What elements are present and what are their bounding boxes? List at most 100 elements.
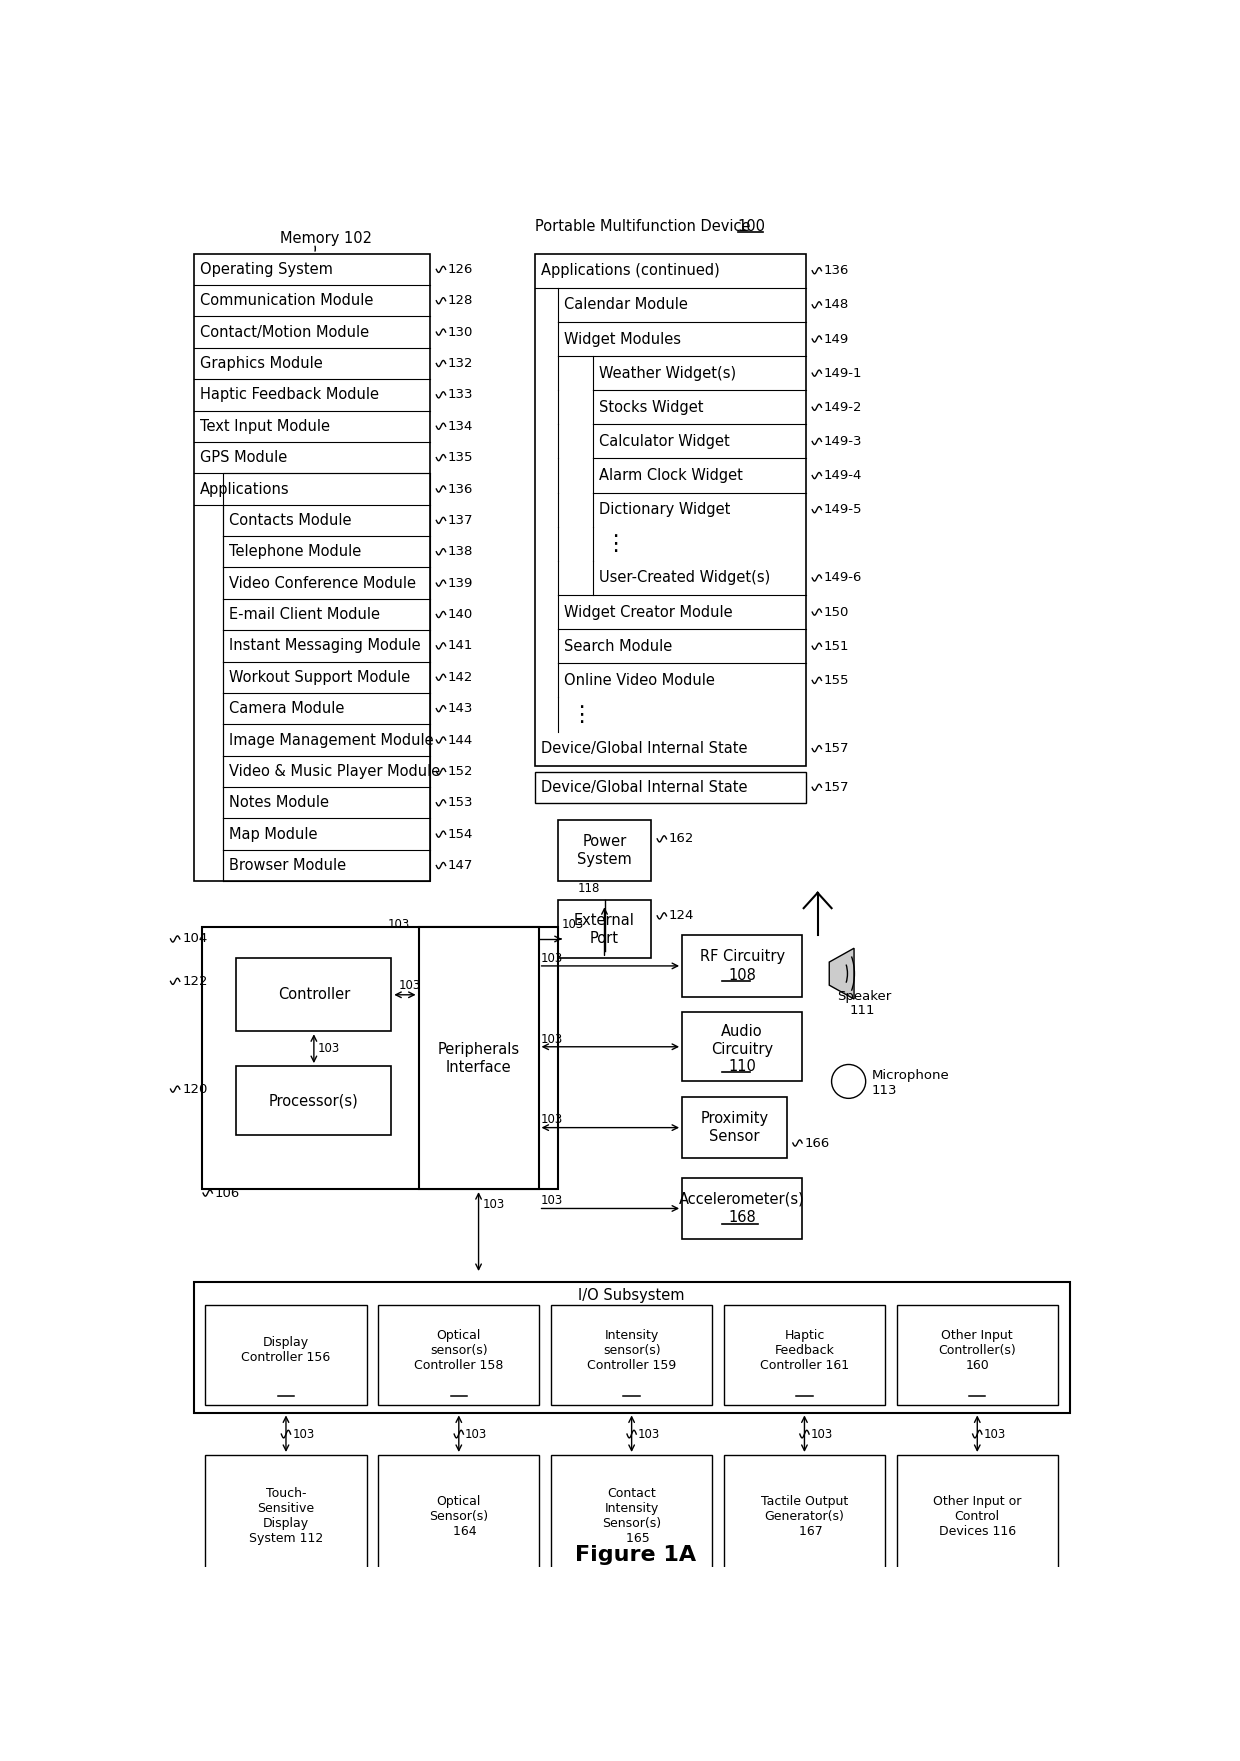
Text: 126: 126 (448, 262, 474, 276)
Text: 103: 103 (293, 1428, 315, 1440)
Bar (897, 1455, 1058, 1594)
Text: Search Module: Search Module (564, 639, 672, 653)
Text: 104: 104 (182, 933, 207, 946)
Bar (558, 819, 651, 880)
Text: 137: 137 (448, 514, 474, 527)
Text: Optical
Sensor(s)
   164: Optical Sensor(s) 164 (429, 1495, 489, 1537)
Text: Weather Widget(s): Weather Widget(s) (599, 366, 737, 380)
Text: Haptic Feedback Module: Haptic Feedback Module (200, 387, 379, 402)
Bar (682, 1097, 786, 1159)
Text: 103: 103 (983, 1428, 1006, 1440)
Text: 108: 108 (728, 967, 756, 983)
Text: Display
Controller 156: Display Controller 156 (242, 1337, 331, 1365)
Text: 154: 154 (448, 828, 474, 840)
Text: 149-4: 149-4 (823, 468, 862, 483)
Text: Circuitry: Circuitry (711, 1041, 773, 1057)
Text: Intensity
sensor(s)
Controller 159: Intensity sensor(s) Controller 159 (587, 1328, 676, 1372)
Text: 122: 122 (182, 976, 207, 988)
Bar (223, 474, 430, 880)
Text: Applications: Applications (200, 481, 290, 497)
Text: Device/Global Internal State: Device/Global Internal State (541, 741, 748, 755)
Text: External
Port: External Port (574, 914, 635, 946)
Bar (682, 1178, 802, 1240)
Text: E-mail Client Module: E-mail Client Module (229, 608, 381, 622)
Text: 132: 132 (448, 357, 474, 370)
Text: Communication Module: Communication Module (200, 294, 373, 308)
Text: 143: 143 (448, 703, 474, 715)
Text: 151: 151 (823, 639, 849, 653)
Text: 103: 103 (482, 1197, 505, 1212)
Text: 110: 110 (728, 1058, 756, 1074)
Bar (237, 1065, 392, 1136)
Text: Notes Module: Notes Module (229, 796, 330, 810)
Text: Contacts Module: Contacts Module (229, 512, 352, 528)
Text: 133: 133 (448, 389, 474, 402)
Text: 141: 141 (448, 639, 474, 652)
Text: Dictionary Widget: Dictionary Widget (599, 502, 730, 518)
Bar (419, 928, 538, 1189)
Text: Calculator Widget: Calculator Widget (599, 433, 730, 449)
Text: 103: 103 (387, 917, 409, 932)
Text: 148: 148 (823, 298, 849, 312)
Text: Telephone Module: Telephone Module (229, 544, 362, 560)
Text: 118: 118 (578, 882, 600, 895)
Text: 103: 103 (541, 1194, 563, 1208)
Text: 140: 140 (448, 608, 474, 622)
Text: 157: 157 (823, 741, 849, 755)
Text: Device/Global Internal State: Device/Global Internal State (541, 780, 748, 794)
Text: Other Input
Controller(s)
160: Other Input Controller(s) 160 (939, 1328, 1016, 1372)
Text: ⋮: ⋮ (569, 704, 591, 724)
Text: 103: 103 (317, 1043, 340, 1055)
Text: 120: 120 (182, 1083, 207, 1095)
Bar (558, 900, 651, 958)
Text: 149-1: 149-1 (823, 366, 862, 380)
Text: 111: 111 (849, 1004, 875, 1018)
Text: Instant Messaging Module: Instant Messaging Module (229, 639, 422, 653)
Text: Widget Modules: Widget Modules (564, 331, 681, 347)
Text: 128: 128 (448, 294, 474, 306)
Bar (193, 254, 430, 880)
Text: Operating System: Operating System (200, 262, 332, 276)
Text: Peripherals
Interface: Peripherals Interface (438, 1043, 520, 1074)
Text: Alarm Clock Widget: Alarm Clock Widget (599, 468, 743, 483)
Text: 103: 103 (637, 1428, 660, 1440)
Text: Haptic
Feedback
Controller 161: Haptic Feedback Controller 161 (760, 1328, 849, 1372)
Text: Memory 102: Memory 102 (279, 231, 372, 247)
Text: 149-2: 149-2 (823, 402, 862, 414)
Text: Other Input or
Control
Devices 116: Other Input or Control Devices 116 (932, 1495, 1022, 1537)
Bar (378, 1305, 539, 1405)
Text: 130: 130 (448, 326, 474, 338)
Text: User-Created Widget(s): User-Created Widget(s) (599, 571, 770, 585)
Text: 147: 147 (448, 859, 474, 872)
Text: 113: 113 (872, 1085, 898, 1097)
Text: 149-3: 149-3 (823, 435, 862, 447)
Text: Microphone: Microphone (872, 1069, 950, 1081)
Bar (534, 771, 806, 803)
Text: 155: 155 (823, 674, 849, 687)
Text: Text Input Module: Text Input Module (200, 419, 330, 433)
Text: Calendar Module: Calendar Module (564, 298, 688, 312)
Text: 135: 135 (448, 451, 474, 465)
Text: Graphics Module: Graphics Module (200, 356, 322, 372)
Text: 124: 124 (668, 909, 694, 923)
Text: Contact
Intensity
Sensor(s)
   165: Contact Intensity Sensor(s) 165 (603, 1488, 661, 1546)
Text: 103: 103 (541, 1032, 563, 1046)
Bar (206, 1305, 367, 1405)
Bar (193, 1282, 1069, 1412)
Text: 142: 142 (448, 671, 474, 683)
Bar (682, 935, 802, 997)
Text: Portable Multifunction Device: Portable Multifunction Device (534, 218, 755, 234)
Text: 136: 136 (823, 264, 849, 276)
Text: 157: 157 (823, 780, 849, 794)
Text: Online Video Module: Online Video Module (564, 673, 715, 689)
Text: 144: 144 (448, 734, 474, 747)
Bar (378, 1455, 539, 1594)
Text: Widget Creator Module: Widget Creator Module (564, 604, 733, 620)
Text: 152: 152 (448, 764, 474, 778)
Text: 103: 103 (465, 1428, 487, 1440)
Text: 103: 103 (399, 979, 422, 991)
Text: 103: 103 (541, 1113, 563, 1127)
Text: Browser Module: Browser Module (229, 858, 346, 873)
Bar (206, 1455, 367, 1594)
Text: Touch-
Sensitive
Display
System 112: Touch- Sensitive Display System 112 (249, 1488, 324, 1546)
